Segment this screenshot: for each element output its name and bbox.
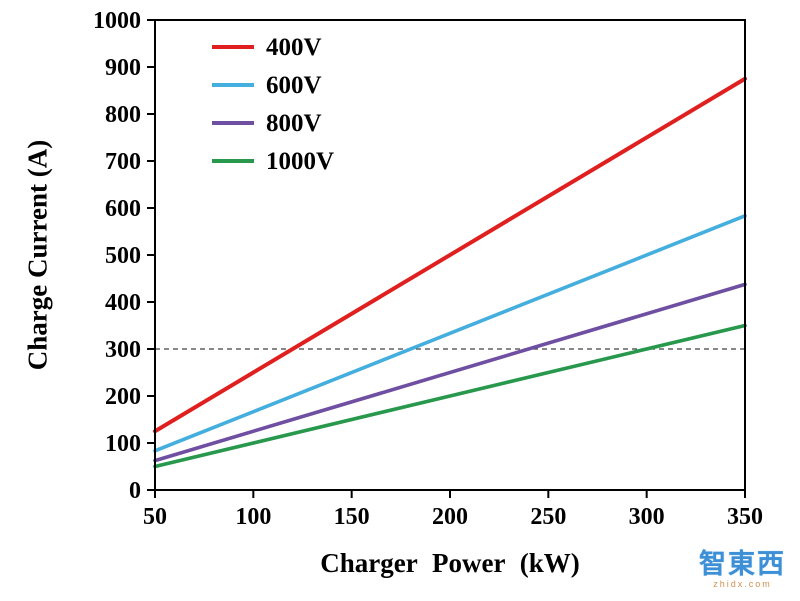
y-tick-label: 500 [105,243,141,269]
x-tick-label: 350 [727,504,763,530]
y-tick-label: 1000 [93,8,141,34]
x-axis-label: Charger Power (kW) [320,548,580,578]
y-tick-label: 800 [105,102,141,128]
x-tick-label: 200 [432,504,468,530]
series-line-600v [153,214,747,453]
x-tick-label: 150 [334,504,370,530]
x-tick-label: 100 [235,504,271,530]
y-tick-label: 600 [105,196,141,222]
y-axis-label: Charge Current (A) [22,139,53,371]
series-line-800v [153,282,747,463]
x-tick-label: 50 [143,504,167,530]
y-tick-label: 200 [105,384,141,410]
y-tick-label: 0 [129,478,141,504]
y-tick-label: 900 [105,55,141,81]
x-tick-label: 250 [530,504,566,530]
x-tick-label: 300 [629,504,665,530]
series-line-400v [153,76,747,434]
y-tick-label: 300 [105,337,141,363]
y-tick-label: 400 [105,290,141,316]
y-tick-label: 700 [105,149,141,175]
y-tick-label: 100 [105,431,141,457]
series-line-1000v [153,323,747,469]
